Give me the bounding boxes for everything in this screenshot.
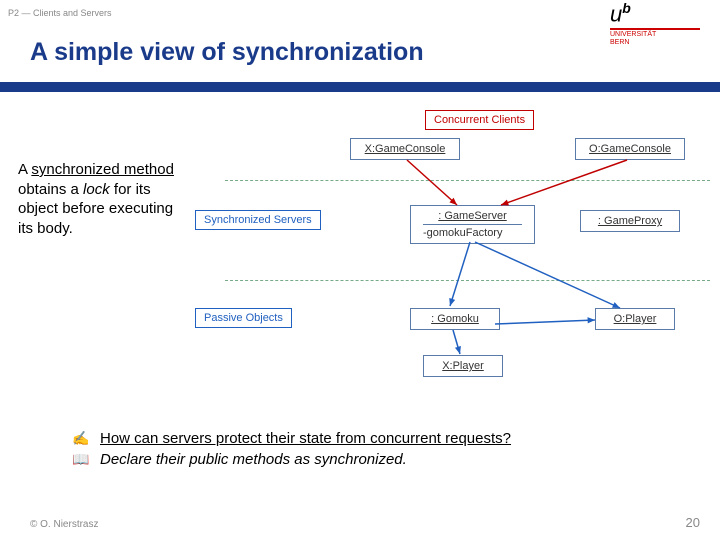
- logo-university-name: UNIVERSITÄT BERN: [610, 31, 700, 48]
- answer-text: Declare their public methods as synchron…: [100, 451, 407, 468]
- footer-author: © O. Nierstrasz: [30, 519, 99, 530]
- hand-icon: ✍: [72, 430, 92, 447]
- book-icon: 📖: [72, 451, 92, 468]
- question-text: How can servers protect their state from…: [100, 430, 511, 447]
- uml-box-gomoku: : Gomoku: [410, 308, 500, 330]
- uml-box-o-console: O:GameConsole: [575, 138, 685, 160]
- content-area: A synchronized method obtains a lock for…: [0, 110, 720, 430]
- page-title: A simple view of synchronization: [30, 38, 424, 67]
- question-answer-block: ✍ How can servers protect their state fr…: [72, 430, 700, 472]
- body-text: A synchronized method obtains a lock for…: [18, 160, 183, 238]
- university-logo: ub UNIVERSITÄT BERN: [610, 0, 700, 48]
- title-bar: [0, 82, 720, 92]
- uml-box-game-proxy: : GameProxy: [580, 210, 680, 232]
- breadcrumb: P2 — Clients and Servers: [8, 8, 112, 18]
- uml-diagram: Concurrent Clients Synchronized Servers …: [195, 110, 710, 400]
- region-divider-2: [225, 280, 710, 281]
- region-label-passive-objects: Passive Objects: [195, 308, 292, 328]
- region-divider-1: [225, 180, 710, 181]
- uml-box-x-player: X:Player: [423, 355, 503, 377]
- logo-divider: [610, 28, 700, 30]
- uml-box-x-console: X:GameConsole: [350, 138, 460, 160]
- region-label-concurrent-clients: Concurrent Clients: [425, 110, 534, 130]
- uml-box-game-server: : GameServer -gomokuFactory: [410, 205, 535, 244]
- footer-page-number: 20: [686, 515, 700, 530]
- uml-box-o-player: O:Player: [595, 308, 675, 330]
- logo-ub: ub: [610, 0, 700, 27]
- region-label-synchronized-servers: Synchronized Servers: [195, 210, 321, 230]
